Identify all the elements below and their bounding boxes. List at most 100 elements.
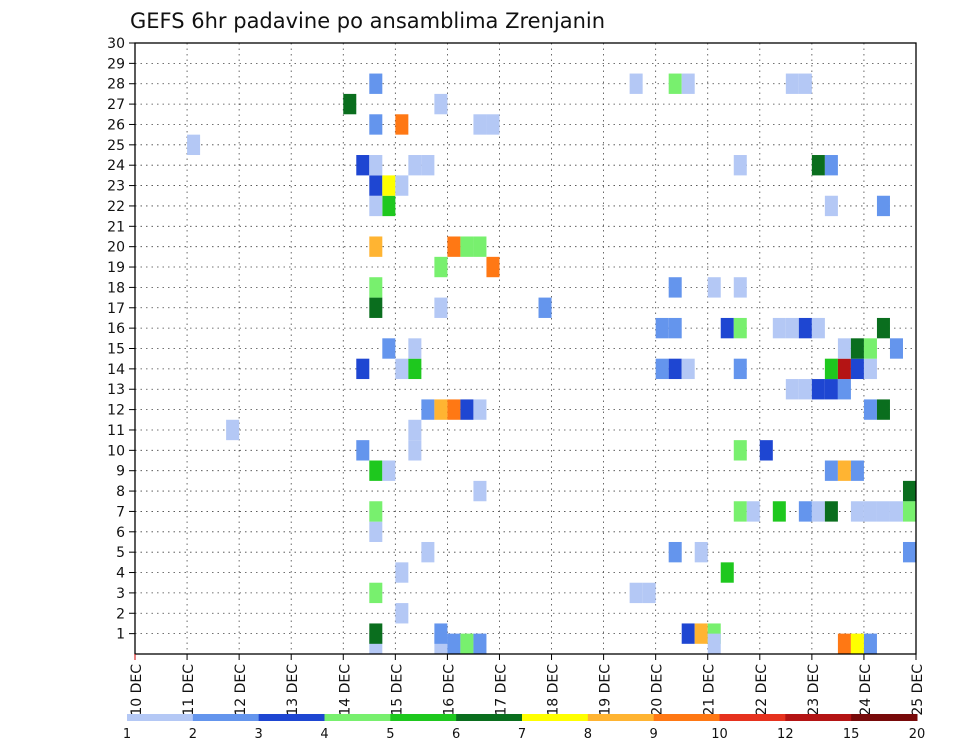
y-tick-label: 24 <box>107 158 125 174</box>
heatmap-cell <box>382 195 396 217</box>
x-tick-label: 18 DEC <box>546 664 562 716</box>
colorbar-label: 3 <box>255 727 263 742</box>
heatmap-cell <box>668 277 682 298</box>
colorbar-segment <box>192 714 260 721</box>
x-tick-label: 12 DEC <box>233 664 249 716</box>
heatmap-cell <box>356 155 370 176</box>
y-tick-label: 17 <box>107 301 125 317</box>
y-tick-label: 29 <box>107 56 125 72</box>
heatmap-cell <box>694 623 708 644</box>
heatmap-cell <box>382 460 396 481</box>
heatmap-cell <box>733 277 747 298</box>
heatmap-cell <box>408 440 422 461</box>
heatmap-cell <box>356 358 370 380</box>
colorbar-label: 1 <box>123 727 131 742</box>
heatmap-cell <box>850 460 864 481</box>
heatmap-cell <box>850 633 864 654</box>
heatmap-cell <box>837 379 851 400</box>
x-tick-label: 25 DEC <box>910 664 926 716</box>
heatmap-cell <box>369 277 383 298</box>
heatmap-cell <box>707 633 721 654</box>
heatmap-cell <box>408 155 422 176</box>
y-tick-label: 14 <box>107 362 125 378</box>
heatmap-cell <box>421 155 435 176</box>
heatmap-cell <box>837 460 851 481</box>
grid-lines <box>134 42 917 654</box>
colorbar-label: 15 <box>843 727 860 742</box>
heatmap-cell <box>408 338 422 359</box>
heatmap-cell <box>369 175 383 196</box>
y-tick-label: 13 <box>107 382 125 398</box>
heatmap-cell <box>460 236 474 257</box>
heatmap-cell <box>369 460 383 481</box>
heatmap-cell <box>460 633 474 654</box>
y-tick-label: 4 <box>116 566 125 582</box>
heatmap-cell <box>473 114 487 135</box>
heatmap-cell <box>863 358 877 380</box>
heatmap-cell <box>785 317 799 339</box>
heatmap-cell <box>629 582 643 604</box>
heatmap-cell <box>434 297 448 318</box>
heatmap-cell <box>876 317 890 339</box>
heatmap-cell <box>733 501 747 522</box>
y-tick-label: 26 <box>107 117 125 133</box>
heatmap-cell <box>863 501 877 522</box>
y-tick-label: 27 <box>107 97 125 113</box>
heatmap-cell <box>642 582 656 604</box>
x-tick-label: 13 DEC <box>285 664 301 716</box>
x-axis: 10 DEC 11 DEC 12 DEC 13 DEC 14 DEC 15 DEC 16 D… <box>129 654 926 716</box>
colorbar-label: 6 <box>452 727 460 742</box>
heatmap-cell <box>356 440 370 461</box>
heatmap-cell <box>486 114 500 135</box>
heatmap-cell <box>395 603 409 624</box>
heatmap-cell <box>733 317 747 339</box>
y-tick-label: 19 <box>107 260 125 276</box>
heatmap-cell <box>655 317 669 339</box>
heatmap-cell <box>434 623 448 644</box>
colorbar-label: 2 <box>189 727 197 742</box>
colorbar-label: 8 <box>584 727 592 742</box>
heatmap-cell <box>382 175 396 196</box>
heatmap-cell <box>746 501 760 522</box>
colorbar-segment <box>522 714 589 721</box>
heatmap-cell <box>824 501 838 522</box>
heatmap-cell <box>369 195 383 217</box>
heatmap-cell <box>369 236 383 257</box>
colorbar-segment <box>785 714 852 721</box>
heatmap-cell <box>798 317 812 339</box>
y-tick-label: 30 <box>107 36 125 52</box>
heatmap-cell <box>447 236 461 257</box>
heatmap-cell <box>395 175 409 196</box>
heatmap-cell <box>863 399 877 420</box>
colorbar-segment <box>456 714 523 721</box>
heatmap-cell <box>668 541 682 563</box>
x-tick-label: 23 DEC <box>806 664 822 716</box>
chart-title: GEFS 6hr padavine po ansamblima Zrenjani… <box>130 9 605 33</box>
x-tick-label: 22 DEC <box>754 664 770 716</box>
heatmap-cell <box>889 501 903 522</box>
heatmap-cell <box>447 399 461 420</box>
heatmap-cell <box>655 358 669 380</box>
x-tick-label: 21 DEC <box>702 664 718 716</box>
heatmap-cell <box>824 155 838 176</box>
heatmap-cell <box>902 501 916 522</box>
heatmap-cell <box>798 501 812 522</box>
heatmap-cell <box>798 379 812 400</box>
heatmap-cell <box>850 501 864 522</box>
heatmap-cell <box>473 633 487 654</box>
y-tick-label: 7 <box>116 504 125 520</box>
y-tick-label: 9 <box>116 464 125 480</box>
heatmap-cell <box>811 501 825 522</box>
heatmap-cell <box>889 338 903 359</box>
colorbar-segment <box>127 714 194 721</box>
heatmap-cell <box>720 317 734 339</box>
colorbar: 1 2 3 4 5 6 7 8 9 10 12 15 20 <box>123 714 925 742</box>
y-axis: 1234567891011121314151617181920212223242… <box>107 36 135 643</box>
x-tick-label: 19 DEC <box>598 664 614 716</box>
heatmap-cell <box>395 114 409 135</box>
y-tick-label: 5 <box>116 545 125 561</box>
heatmap-cell <box>707 277 721 298</box>
heatmap-cell <box>837 358 851 380</box>
heatmap-cell <box>421 399 435 420</box>
